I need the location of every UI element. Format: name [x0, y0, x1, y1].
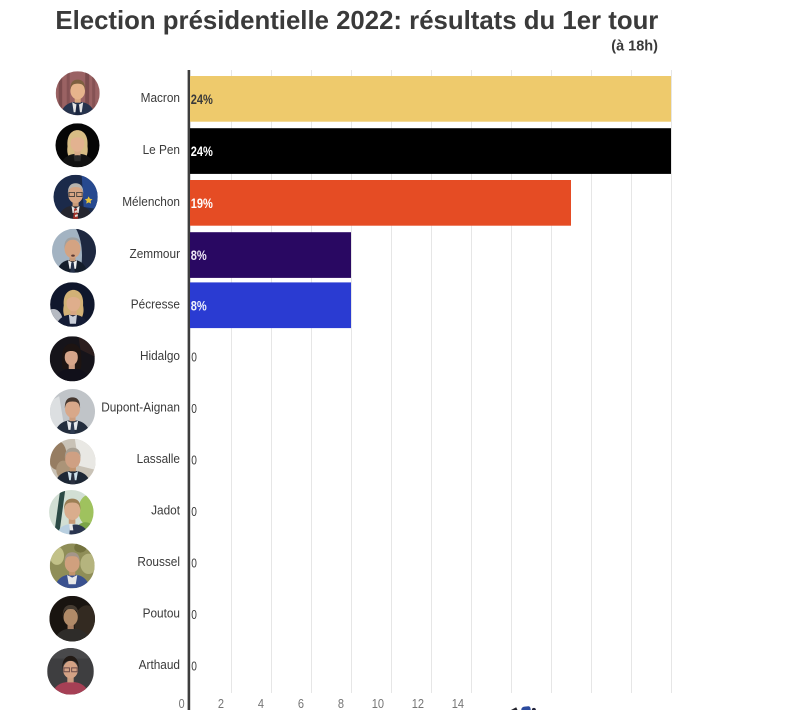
svg-text:Arthaud: Arthaud [139, 657, 180, 672]
svg-text:0: 0 [191, 556, 197, 570]
svg-text:4: 4 [258, 696, 264, 710]
svg-text:0: 0 [191, 453, 197, 467]
svg-text:(à 18h): (à 18h) [611, 39, 658, 55]
svg-text:Lassalle: Lassalle [137, 451, 180, 466]
svg-text:10: 10 [372, 696, 385, 710]
svg-text:14: 14 [452, 696, 465, 710]
svg-text:Zemmour: Zemmour [129, 247, 180, 262]
svg-text:Le Pen: Le Pen [143, 143, 181, 158]
svg-text:0: 0 [191, 350, 197, 364]
svg-text:Hidalgo: Hidalgo [140, 348, 180, 363]
svg-text:Jadot: Jadot [151, 503, 180, 518]
svg-text:19%: 19% [191, 196, 213, 212]
svg-text:2: 2 [218, 696, 224, 710]
svg-text:12: 12 [412, 696, 425, 710]
svg-text:24%: 24% [191, 92, 213, 108]
svg-text:6: 6 [298, 696, 304, 710]
svg-text:8%: 8% [191, 298, 207, 314]
svg-text:8%: 8% [191, 248, 207, 264]
svg-text:Dupont-Aignan: Dupont-Aignan [101, 400, 180, 415]
svg-text:Pécresse: Pécresse [131, 297, 180, 312]
svg-text:Poutou: Poutou [143, 606, 181, 621]
svg-text:0: 0 [191, 402, 197, 416]
svg-text:Roussel: Roussel [137, 554, 180, 569]
svg-text:Macron: Macron [141, 90, 180, 105]
svg-text:0: 0 [191, 659, 197, 673]
svg-text:0: 0 [191, 608, 197, 622]
svg-text:8: 8 [338, 696, 344, 710]
svg-text:Election présidentielle 2022:: Election présidentielle 2022: résultats … [55, 7, 658, 35]
svg-text:24%: 24% [191, 144, 213, 160]
svg-text:Mélenchon: Mélenchon [122, 194, 180, 209]
svg-text:0: 0 [179, 696, 185, 710]
svg-text:0: 0 [191, 505, 197, 519]
